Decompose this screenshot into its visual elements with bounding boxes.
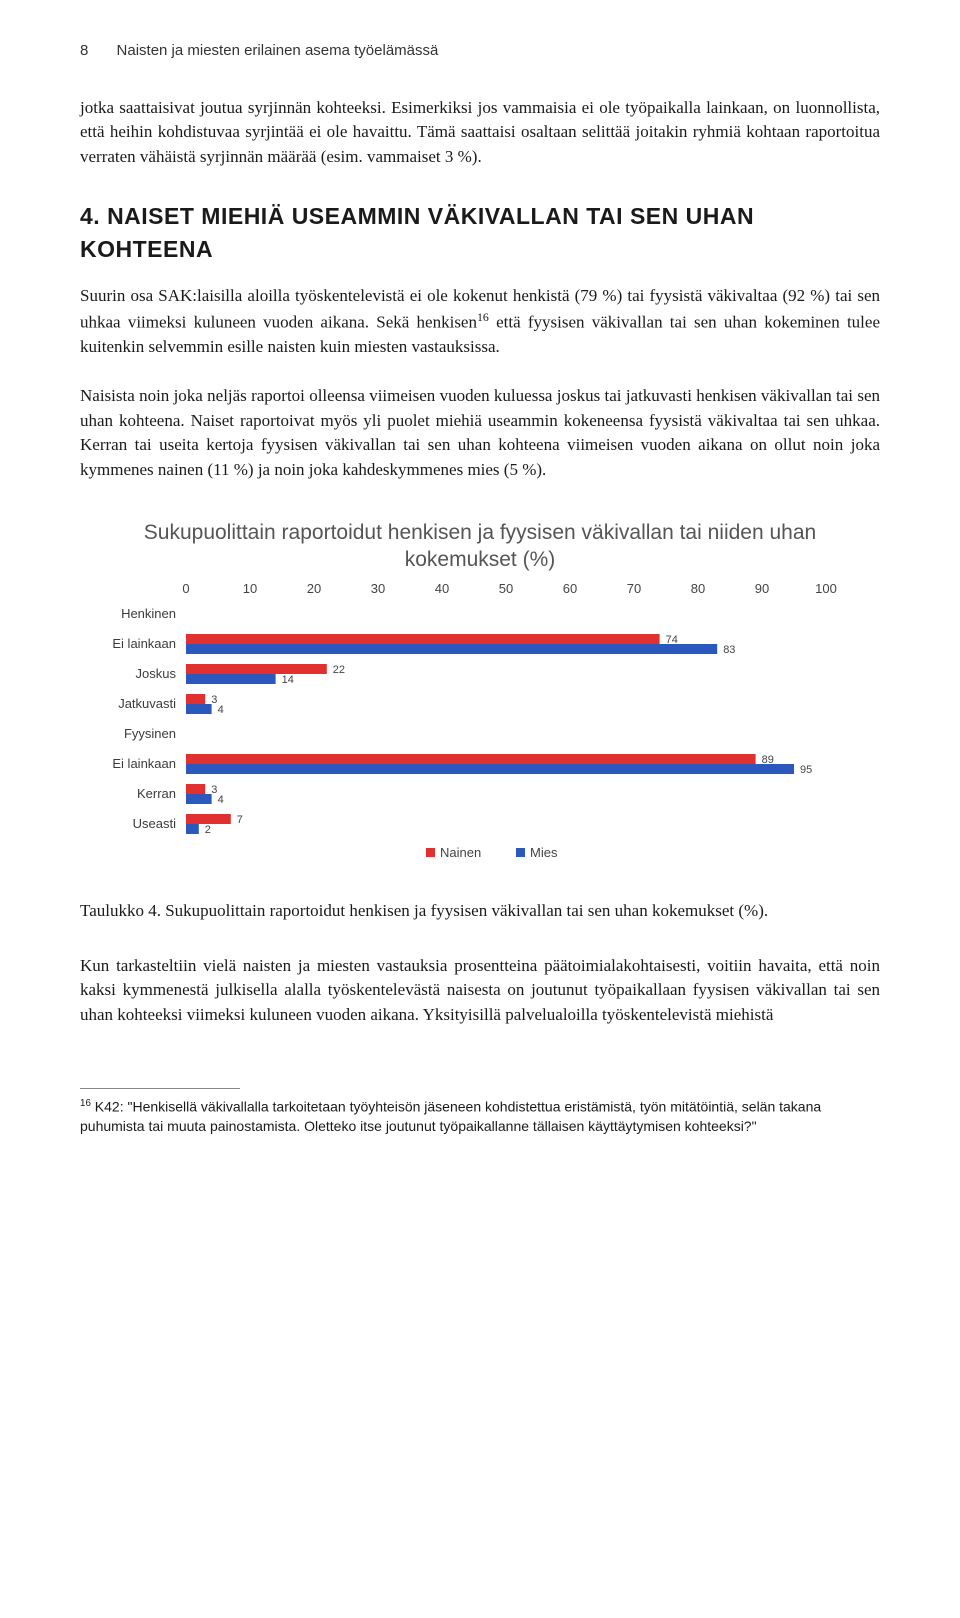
svg-text:Jatkuvasti: Jatkuvasti bbox=[118, 696, 176, 711]
svg-text:100: 100 bbox=[815, 581, 837, 596]
running-title: Naisten ja miesten erilainen asema työel… bbox=[117, 42, 439, 59]
chart-title: Sukupuolittain raportoidut henkisen ja f… bbox=[96, 519, 864, 574]
svg-text:4: 4 bbox=[218, 704, 224, 716]
footnote-num: 16 bbox=[80, 1098, 91, 1109]
footnote-16: 16 K42: "Henkisellä väkivallalla tarkoit… bbox=[80, 1097, 880, 1137]
svg-text:Nainen: Nainen bbox=[440, 845, 481, 860]
chart-container: Sukupuolittain raportoidut henkisen ja f… bbox=[80, 507, 880, 886]
svg-text:90: 90 bbox=[755, 581, 769, 596]
svg-text:3: 3 bbox=[211, 694, 217, 706]
svg-text:Henkinen: Henkinen bbox=[121, 606, 176, 621]
footnote-text: K42: "Henkisellä väkivallalla tarkoiteta… bbox=[80, 1098, 821, 1134]
svg-text:60: 60 bbox=[563, 581, 577, 596]
svg-text:22: 22 bbox=[333, 664, 345, 676]
svg-text:2: 2 bbox=[205, 824, 211, 836]
svg-text:7: 7 bbox=[237, 814, 243, 826]
page-number: 8 bbox=[80, 42, 88, 59]
svg-text:30: 30 bbox=[371, 581, 385, 596]
svg-text:3: 3 bbox=[211, 784, 217, 796]
svg-text:95: 95 bbox=[800, 764, 812, 776]
table-caption: Taulukko 4. Sukupuolittain raportoidut h… bbox=[80, 899, 880, 924]
svg-text:Mies: Mies bbox=[530, 845, 558, 860]
paragraph-2: Suurin osa SAK:laisilla aloilla työskent… bbox=[80, 284, 880, 360]
svg-text:83: 83 bbox=[723, 644, 735, 656]
svg-text:70: 70 bbox=[627, 581, 641, 596]
svg-text:0: 0 bbox=[182, 581, 189, 596]
paragraph-3: Naisista noin joka neljäs raportoi ollee… bbox=[80, 384, 880, 483]
svg-text:Kerran: Kerran bbox=[137, 786, 176, 801]
svg-text:40: 40 bbox=[435, 581, 449, 596]
svg-text:14: 14 bbox=[282, 674, 294, 686]
svg-text:Ei lainkaan: Ei lainkaan bbox=[112, 756, 176, 771]
svg-text:4: 4 bbox=[218, 794, 224, 806]
running-header: 8 Naisten ja miesten erilainen asema työ… bbox=[80, 40, 880, 62]
footnote-ref-16: 16 bbox=[477, 310, 489, 324]
svg-text:80: 80 bbox=[691, 581, 705, 596]
svg-text:10: 10 bbox=[243, 581, 257, 596]
svg-text:Fyysinen: Fyysinen bbox=[124, 726, 176, 741]
chart-svg: 0 10 20 30 40 50 60 70 80 90 100 Henkinen Ei lainkaa… bbox=[96, 577, 866, 875]
svg-text:Useasti: Useasti bbox=[133, 816, 176, 831]
svg-text:Joskus: Joskus bbox=[136, 666, 177, 681]
svg-text:50: 50 bbox=[499, 581, 513, 596]
paragraph-4: Kun tarkasteltiin vielä naisten ja miest… bbox=[80, 954, 880, 1028]
footnote-rule bbox=[80, 1088, 240, 1089]
svg-text:20: 20 bbox=[307, 581, 321, 596]
svg-text:Ei lainkaan: Ei lainkaan bbox=[112, 636, 176, 651]
section-heading: 4. NAISET MIEHIÄ USEAMMIN VÄKIVALLAN TAI… bbox=[80, 200, 880, 267]
paragraph-1: jotka saattaisivat joutua syrjinnän koht… bbox=[80, 96, 880, 170]
